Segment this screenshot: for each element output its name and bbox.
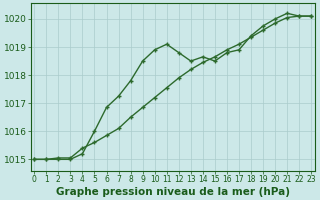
X-axis label: Graphe pression niveau de la mer (hPa): Graphe pression niveau de la mer (hPa) (56, 187, 290, 197)
